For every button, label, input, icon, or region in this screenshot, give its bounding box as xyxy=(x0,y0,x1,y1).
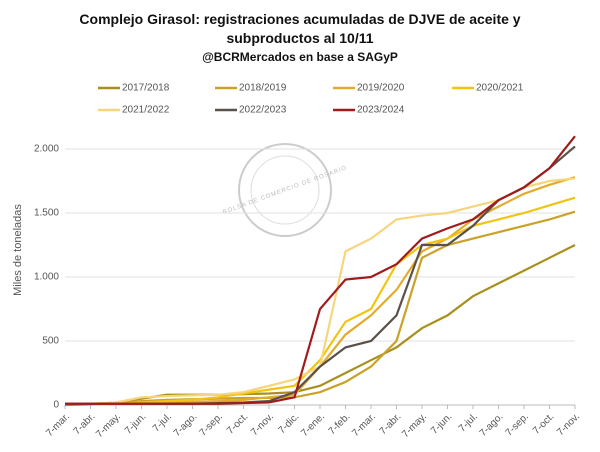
y-tick-label: 1.500 xyxy=(34,208,59,219)
series-line xyxy=(64,244,576,407)
y-tick-label: 2.000 xyxy=(34,144,59,155)
y-tick-label: 1.000 xyxy=(34,272,59,283)
x-tick-label: 7-sep. xyxy=(504,411,531,438)
x-tick-label: 7-oct. xyxy=(225,411,250,436)
series-line xyxy=(65,177,576,405)
watermark-seal-inner xyxy=(250,155,320,225)
legend-label: 2018/2019 xyxy=(239,83,287,94)
x-tick-label: 7-sep. xyxy=(198,411,225,438)
chart-subtitle: @BCRMercados en base a SAGyP xyxy=(202,50,398,64)
legend-label: 2021/2022 xyxy=(122,105,170,116)
x-tick-label: 7-nov. xyxy=(555,411,582,438)
legend-label: 2022/2023 xyxy=(239,105,287,116)
x-tick-label: 7-ago. xyxy=(478,411,506,439)
x-tick-label: 7-mar. xyxy=(44,411,72,439)
x-tick-label: 7-jul. xyxy=(151,411,174,434)
x-tick-label: 7-ago. xyxy=(172,411,200,439)
series-line xyxy=(65,196,576,405)
x-tick-label: 7-jun. xyxy=(429,411,454,436)
y-tick-label: 0 xyxy=(53,400,59,411)
x-tick-label: 7-may. xyxy=(400,411,429,440)
watermark: BOLSA DE COMERCIO DE ROSARIO xyxy=(222,165,348,216)
x-tick-label: 7-jul. xyxy=(457,411,480,434)
series-line xyxy=(65,176,576,405)
legend-label: 2019/2020 xyxy=(357,83,405,94)
legend-label: 2020/2021 xyxy=(476,83,524,94)
x-tick-label: 7-nov. xyxy=(249,411,276,438)
x-tick-label: 7-abr. xyxy=(72,411,98,437)
x-tick-label: 7-dic. xyxy=(276,411,301,436)
series-line xyxy=(65,210,576,405)
x-tick-label: 7-oct. xyxy=(531,411,556,436)
legend-label: 2023/2024 xyxy=(357,105,405,116)
x-tick-label: 7-jun. xyxy=(123,411,148,436)
x-tick-label: 7-ene. xyxy=(299,411,327,439)
watermark-seal xyxy=(238,143,332,237)
legend-label: 2017/2018 xyxy=(122,83,170,94)
y-axis-label: Miles de toneladas xyxy=(12,204,24,296)
x-tick-label: 7-feb. xyxy=(327,411,353,437)
x-tick-label: 7-mar. xyxy=(350,411,378,439)
x-tick-label: 7-may. xyxy=(94,411,123,440)
x-tick-label: 7-abr. xyxy=(378,411,404,437)
y-tick-label: 500 xyxy=(42,336,59,347)
series-line xyxy=(65,135,576,405)
chart-title: Complejo Girasol: registraciones acumula… xyxy=(79,11,520,46)
